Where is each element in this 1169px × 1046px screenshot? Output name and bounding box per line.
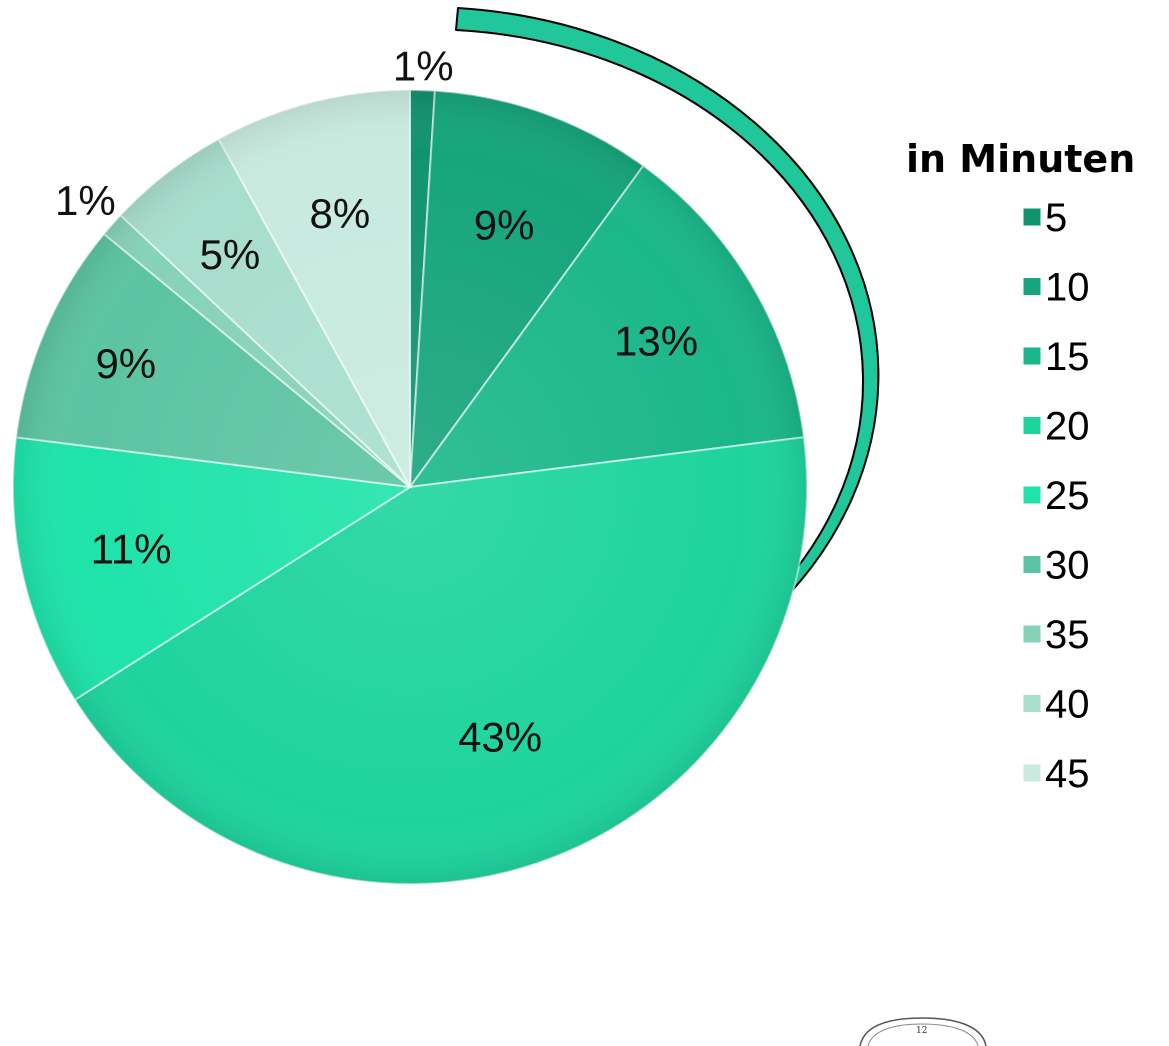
legend-swatch-30	[1022, 555, 1042, 574]
legend-swatch-15	[1022, 346, 1042, 366]
slice-label-45: 8%	[310, 190, 371, 237]
legend-label-45: 45	[1045, 752, 1090, 796]
slice-label-25: 11%	[91, 525, 172, 572]
legend-swatch-10	[1022, 277, 1042, 296]
legend-swatch-35	[1022, 624, 1042, 644]
legend-label-40: 40	[1045, 683, 1090, 727]
slice-label-15: 13%	[614, 317, 698, 364]
pie-slices	[12, 88, 809, 885]
slice-label-35: 1%	[55, 177, 116, 224]
legend-label-20: 20	[1045, 405, 1090, 449]
legend-swatch-45	[1022, 763, 1042, 783]
legend-title: in Minuten	[906, 137, 1135, 181]
slice-label-20: 43%	[458, 713, 542, 760]
slice-label-10: 9%	[474, 202, 535, 249]
clock-number: 12	[916, 1026, 927, 1036]
legend-label-25: 25	[1045, 474, 1090, 518]
legend-swatch-20	[1022, 416, 1042, 435]
legend-swatch-40	[1022, 694, 1042, 713]
legend-label-15: 15	[1045, 335, 1090, 379]
slice-label-30: 9%	[95, 340, 156, 387]
legend-label-5: 5	[1045, 196, 1067, 240]
legend-swatch-25	[1022, 485, 1042, 505]
slice-label-40: 5%	[200, 231, 261, 278]
legend-swatch-5	[1022, 207, 1042, 227]
legend-label-10: 10	[1045, 266, 1090, 310]
legend-label-35: 35	[1045, 613, 1090, 657]
clock-icon: 12	[859, 1017, 987, 1046]
legend-label-30: 30	[1045, 544, 1090, 588]
slice-label-5: 1%	[393, 42, 454, 89]
pie-labels: 1% 9% 13% 43% 11% 9% 1% 5% 8%	[55, 42, 698, 760]
legend: 5 10 15 20 25 30 35 40 45	[1022, 196, 1090, 796]
